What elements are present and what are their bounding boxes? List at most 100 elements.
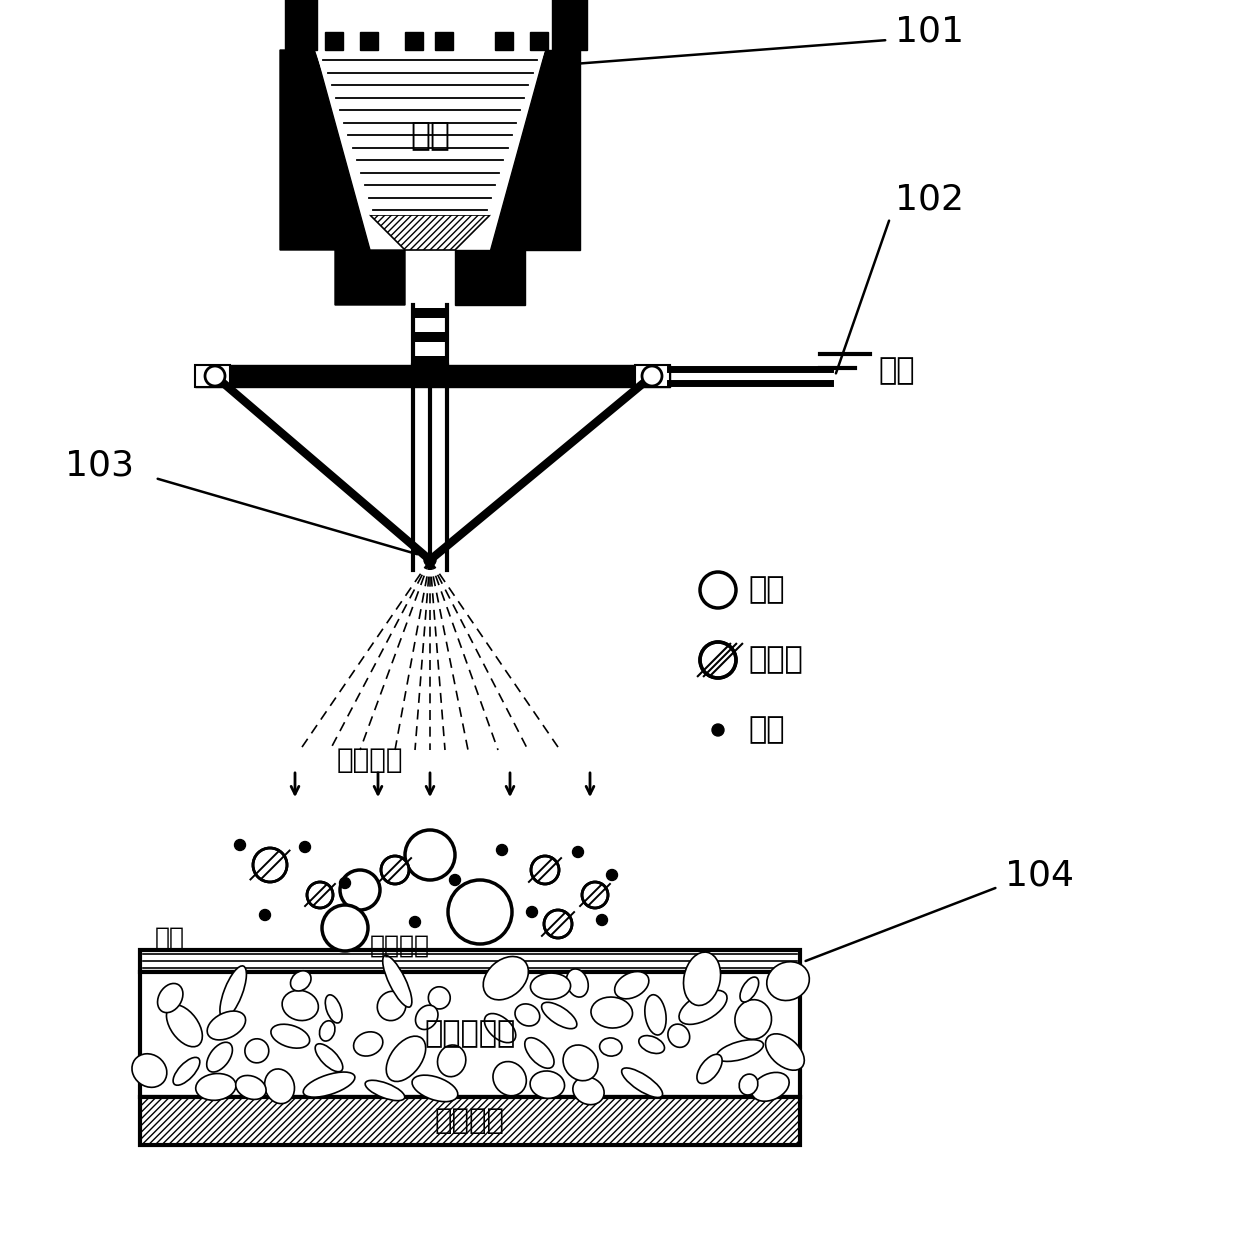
Ellipse shape	[739, 1074, 758, 1095]
Ellipse shape	[304, 1072, 355, 1097]
Text: 102: 102	[895, 183, 963, 217]
Circle shape	[300, 842, 310, 853]
Circle shape	[340, 878, 351, 889]
Bar	[414, 308, 446, 318]
Ellipse shape	[283, 990, 319, 1020]
Polygon shape	[370, 214, 490, 249]
Bar	[414, 332, 446, 342]
Ellipse shape	[515, 1004, 539, 1026]
Text: 固态: 固态	[748, 716, 785, 744]
Bar	[529, 32, 548, 50]
Circle shape	[448, 880, 512, 944]
Ellipse shape	[174, 1057, 200, 1085]
Circle shape	[308, 882, 334, 908]
Bar	[552, 0, 587, 50]
Ellipse shape	[683, 953, 720, 1005]
Circle shape	[405, 831, 455, 880]
Circle shape	[527, 907, 537, 918]
Ellipse shape	[615, 971, 649, 999]
Ellipse shape	[377, 991, 405, 1020]
Polygon shape	[455, 50, 580, 306]
Ellipse shape	[485, 1014, 516, 1042]
Ellipse shape	[325, 995, 342, 1023]
Ellipse shape	[531, 973, 570, 999]
Circle shape	[596, 914, 608, 925]
Ellipse shape	[668, 1024, 689, 1047]
Bar	[140, 950, 800, 971]
Ellipse shape	[438, 1045, 466, 1076]
Ellipse shape	[697, 1054, 722, 1084]
Text: 液层: 液层	[155, 927, 185, 950]
Ellipse shape	[621, 1067, 662, 1097]
Text: 液态: 液态	[748, 576, 785, 605]
Circle shape	[496, 844, 507, 855]
Bar	[140, 1097, 800, 1145]
Circle shape	[544, 910, 572, 938]
Bar	[325, 32, 343, 50]
Ellipse shape	[270, 1024, 310, 1049]
Ellipse shape	[484, 956, 528, 1000]
Ellipse shape	[412, 1075, 458, 1101]
Text: 铝液: 铝液	[410, 118, 450, 151]
Bar	[195, 365, 670, 387]
Ellipse shape	[196, 1074, 236, 1100]
Ellipse shape	[219, 966, 247, 1019]
Ellipse shape	[567, 969, 588, 998]
Text: 半固态层: 半固态层	[370, 934, 430, 958]
Circle shape	[259, 909, 270, 920]
Circle shape	[340, 870, 379, 910]
Circle shape	[322, 905, 368, 951]
Bar	[405, 32, 423, 50]
Bar	[285, 0, 317, 50]
Ellipse shape	[415, 1005, 438, 1030]
Ellipse shape	[365, 1080, 404, 1101]
Circle shape	[205, 367, 224, 387]
Ellipse shape	[735, 1000, 771, 1039]
Polygon shape	[195, 365, 229, 387]
Ellipse shape	[751, 1072, 789, 1101]
Ellipse shape	[157, 984, 184, 1013]
Ellipse shape	[525, 1038, 554, 1069]
Ellipse shape	[563, 1045, 598, 1081]
Ellipse shape	[207, 1042, 232, 1072]
Ellipse shape	[573, 1077, 604, 1105]
Ellipse shape	[166, 1005, 202, 1046]
Ellipse shape	[591, 998, 632, 1028]
Circle shape	[582, 882, 608, 908]
Circle shape	[381, 855, 409, 884]
Text: 103: 103	[64, 448, 134, 483]
Text: 雾化颗粒: 雾化颗粒	[337, 746, 403, 774]
Ellipse shape	[600, 1038, 622, 1056]
Bar	[435, 32, 453, 50]
Circle shape	[234, 839, 246, 850]
Text: 104: 104	[1004, 858, 1074, 892]
Ellipse shape	[494, 1061, 526, 1096]
Polygon shape	[635, 365, 670, 387]
Bar	[552, 0, 587, 50]
Circle shape	[606, 869, 618, 880]
Circle shape	[573, 847, 584, 858]
Ellipse shape	[290, 970, 311, 991]
Bar	[140, 971, 800, 1097]
Circle shape	[531, 855, 559, 884]
Text: 101: 101	[895, 15, 963, 49]
Polygon shape	[280, 50, 405, 306]
Circle shape	[409, 917, 420, 928]
Bar	[360, 32, 378, 50]
Ellipse shape	[680, 990, 727, 1024]
Circle shape	[424, 554, 436, 566]
Ellipse shape	[131, 1054, 167, 1087]
Text: 固态沉积层: 固态沉积层	[424, 1020, 516, 1049]
Bar	[285, 0, 317, 50]
Ellipse shape	[236, 1075, 267, 1100]
Circle shape	[253, 848, 286, 882]
Ellipse shape	[353, 1031, 383, 1056]
Ellipse shape	[766, 961, 810, 1000]
Text: 激冷基底: 激冷基底	[435, 1107, 505, 1135]
Bar	[495, 32, 513, 50]
Ellipse shape	[386, 1036, 425, 1081]
Ellipse shape	[765, 1034, 805, 1070]
Ellipse shape	[383, 955, 412, 1008]
Ellipse shape	[264, 1069, 294, 1104]
Ellipse shape	[740, 978, 759, 1003]
